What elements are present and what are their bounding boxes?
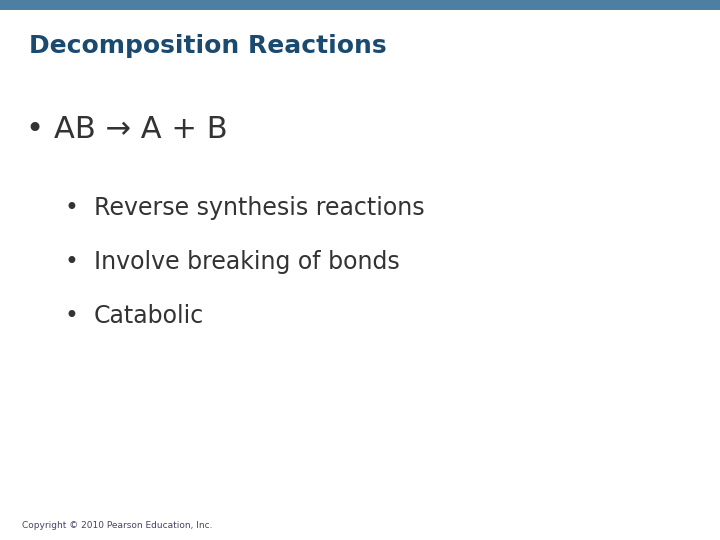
Text: •: • xyxy=(65,196,78,220)
Text: •: • xyxy=(65,304,78,328)
Text: Copyright © 2010 Pearson Education, Inc.: Copyright © 2010 Pearson Education, Inc. xyxy=(22,521,212,530)
Text: •: • xyxy=(65,250,78,274)
Text: Reverse synthesis reactions: Reverse synthesis reactions xyxy=(94,196,424,220)
Text: •: • xyxy=(25,115,43,144)
Text: Decomposition Reactions: Decomposition Reactions xyxy=(29,34,387,58)
Text: Involve breaking of bonds: Involve breaking of bonds xyxy=(94,250,400,274)
Bar xyxy=(0,0,720,10)
Text: AB → A + B: AB → A + B xyxy=(54,115,228,144)
Text: Catabolic: Catabolic xyxy=(94,304,204,328)
